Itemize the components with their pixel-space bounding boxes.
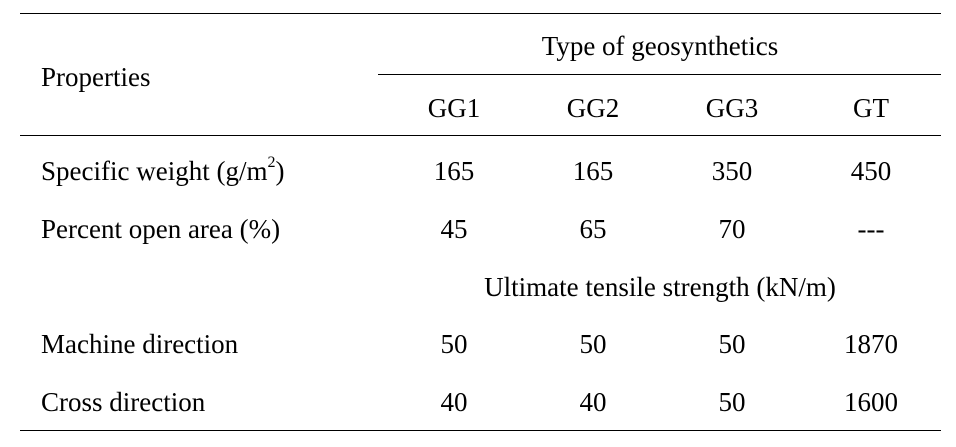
table-cell: 450 <box>850 156 892 186</box>
table-cell: 65 <box>579 214 607 244</box>
table-cell: 50 <box>718 387 746 417</box>
table-cell: 1600 <box>844 387 898 417</box>
table-cell: 50 <box>440 329 468 359</box>
table-cell: 165 <box>572 156 614 186</box>
header-bottom-rule <box>20 135 941 136</box>
row-label-percent-open-area: Percent open area (%) <box>41 214 281 244</box>
superscript: 2 <box>267 154 276 171</box>
row-label-machine-direction: Machine direction <box>41 329 239 359</box>
bottom-rule <box>20 430 941 431</box>
table-cell: 50 <box>579 329 607 359</box>
table-cell: --- <box>857 214 885 244</box>
table-cell: 70 <box>718 214 746 244</box>
row-label-text: Specific weight (g/m <box>41 156 268 186</box>
table-cell: 165 <box>433 156 475 186</box>
column-header-gg3: GG3 <box>705 93 759 123</box>
column-header-gg1: GG1 <box>427 93 481 123</box>
column-header-gt: GT <box>853 93 889 123</box>
row-label-cross-direction: Cross direction <box>41 387 206 417</box>
top-rule <box>20 13 941 14</box>
row-label-specific-weight: Specific weight (g/m2) <box>41 155 284 187</box>
column-header-gg2: GG2 <box>566 93 620 123</box>
table-cell: 40 <box>440 387 468 417</box>
table-cell: 40 <box>579 387 607 417</box>
header-group-rule <box>378 74 941 75</box>
row-label-suffix: ) <box>275 156 285 186</box>
table-cell: 50 <box>718 329 746 359</box>
table-cell: 350 <box>711 156 753 186</box>
table-cell: 1870 <box>844 329 898 359</box>
geosynthetics-group-header: Type of geosynthetics <box>541 31 779 61</box>
tensile-strength-subheading: Ultimate tensile strength (kN/m) <box>484 272 836 302</box>
table-cell: 45 <box>440 214 468 244</box>
properties-header: Properties <box>41 62 151 92</box>
